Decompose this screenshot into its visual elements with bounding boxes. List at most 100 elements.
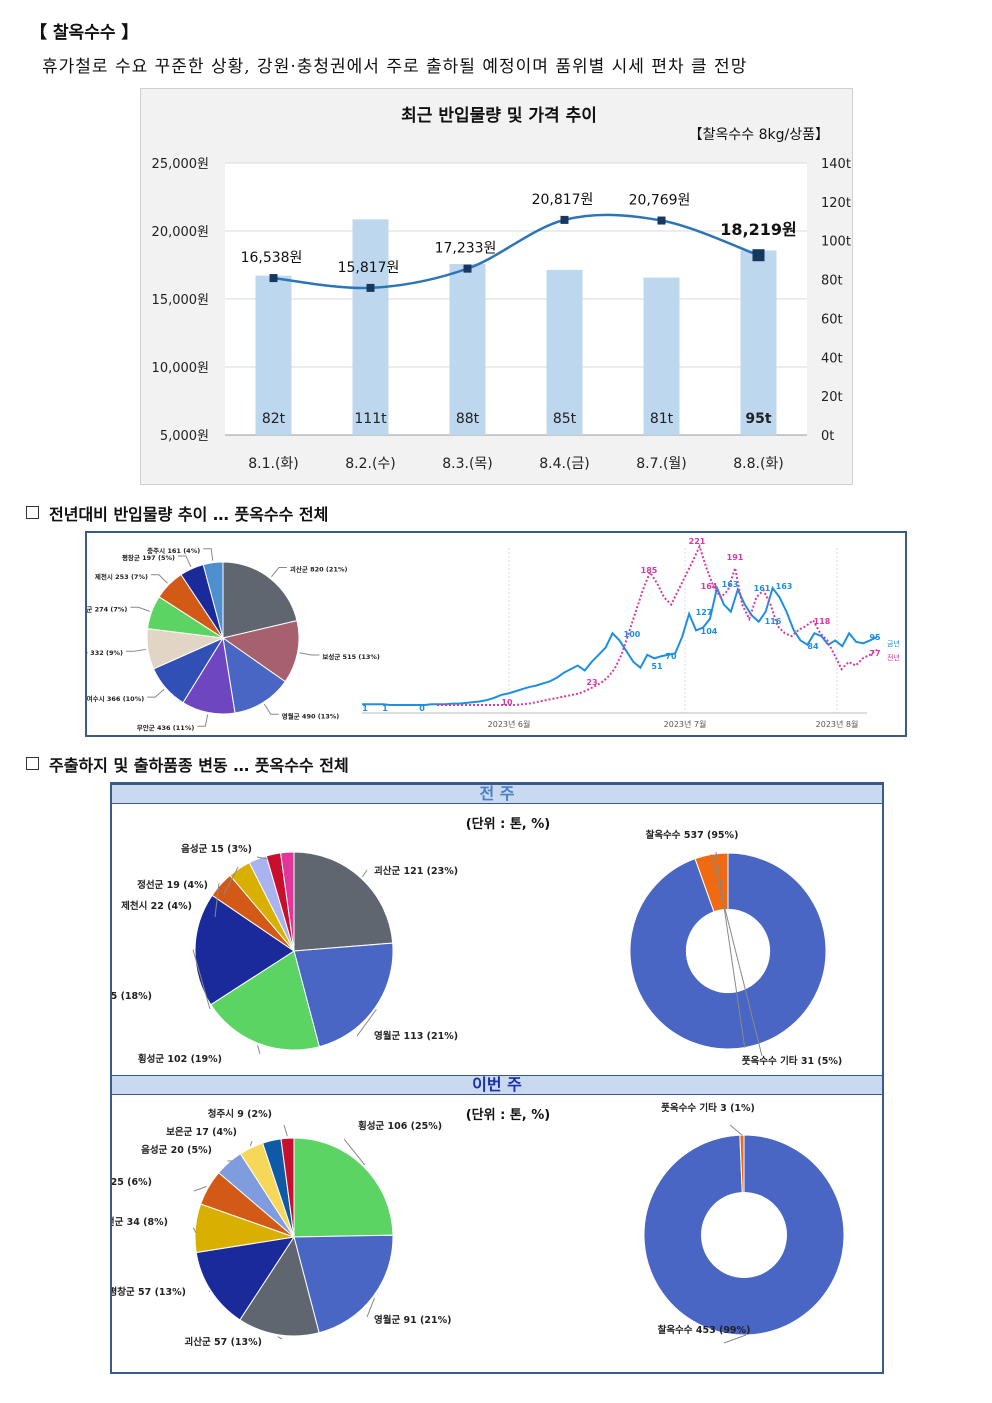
slice-label: 음성군 15 (3%) <box>181 843 252 855</box>
pie-slice <box>293 851 394 952</box>
page-heading: 【 찰옥수수 】 <box>30 23 139 43</box>
x-tick-label: 8.8.(화) <box>733 456 784 472</box>
price-label: 17,233원 <box>435 241 497 257</box>
leader-line <box>715 851 746 1048</box>
y-right-tick-label: 140t <box>821 157 851 172</box>
slice-label: 풋옥수수 기타 31 (5%) <box>742 1055 842 1067</box>
prev-week-band: 전 주 <box>112 784 882 804</box>
leader-line <box>125 648 146 652</box>
volume-bar <box>255 275 292 435</box>
point-label: 70 <box>665 652 677 661</box>
point-label: 127 <box>696 608 713 617</box>
price-marker <box>752 249 765 262</box>
donut-hole <box>701 1192 787 1278</box>
y-right-tick-label: 100t <box>821 235 851 250</box>
point-label: 1 <box>382 704 388 713</box>
series-line-last-year <box>437 543 878 706</box>
leader-line <box>723 1334 747 1344</box>
price-marker <box>560 215 569 224</box>
volume-bar-label: 81t <box>650 411 674 427</box>
yoy-chart-svg: 괴산군 820 (21%) 보성군 515 (13%) 영월군 490 (13%) 무… <box>70 537 900 732</box>
leader-line <box>356 1009 377 1037</box>
price-label: 16,538원 <box>241 250 303 266</box>
y-right-tick-label: 40t <box>821 351 843 366</box>
leader-line <box>366 1297 375 1318</box>
y-left-tick-label: 15,000원 <box>152 293 209 308</box>
slice-label: 청주시 9 (2%) <box>208 1108 272 1120</box>
volume-bar <box>352 219 389 435</box>
point-label: 1 <box>362 704 368 713</box>
prev-week-charts: (단위 : 톤, %) 괴산군 121 (23%) 영월군 113 (21%) 횡성군… <box>112 816 842 1067</box>
slice-label: 음성군 20 (5%) <box>141 1144 212 1156</box>
leader-line <box>208 1290 211 1293</box>
slice-label: 평창군 197 (5%) <box>122 553 175 562</box>
slice-label: 제천시 25 (6%) <box>112 1176 152 1188</box>
this-week-charts: (단위 : 톤, %) 횡성군 106 (25%) 영월군 91 (21%) 괴산군 … <box>112 1102 845 1348</box>
point-label: 95 <box>869 633 881 642</box>
slice-label: 횡성군 274 (7%) <box>87 604 127 613</box>
point-label: 77 <box>869 649 880 658</box>
slice-label: 정선군 34 (8%) <box>112 1216 168 1228</box>
section-shipping-label: 주출하지 및 출하품종 변동 … 풋옥수수 전체 <box>49 756 349 775</box>
x-tick-label: 2023년 8월 <box>816 719 859 729</box>
volume-bar-label: 85t <box>553 411 577 427</box>
legend-this-year: 금년 <box>887 639 900 648</box>
point-label: 164 <box>701 582 718 591</box>
pie-slice <box>195 1236 296 1321</box>
series-line-this-year <box>362 584 878 706</box>
slice-label: 충주시 161 (4%) <box>147 546 200 555</box>
leader-line <box>271 566 287 578</box>
y-left-tick-label: 5,000원 <box>160 429 209 444</box>
slice-label: 찰옥수수 453 (99%) <box>658 1324 751 1336</box>
y-right-tick-label: 120t <box>821 196 851 211</box>
pie-slice <box>293 1234 394 1334</box>
leader-line <box>729 1124 743 1136</box>
price-marker <box>269 274 278 283</box>
x-tick-label: 8.1.(화) <box>248 456 299 472</box>
point-label: 163 <box>776 582 793 591</box>
price-label: 20,817원 <box>532 192 594 208</box>
pie-slice <box>280 851 295 952</box>
section-shipping-title: 주출하지 및 출하품종 변동 … 풋옥수수 전체 <box>26 752 349 776</box>
point-label: 84 <box>807 642 819 651</box>
leader-line <box>223 866 239 895</box>
yoy-panel: 괴산군 820 (21%) 보성군 515 (13%) 영월군 490 (13%) 무… <box>70 531 907 737</box>
volume-bar <box>546 269 583 435</box>
slice-label: 찰옥수수 537 (95%) <box>646 829 739 841</box>
unit-label: (단위 : 톤, %) <box>466 1107 551 1123</box>
slice-label: 풋옥수수 기타 3 (1%) <box>661 1102 755 1114</box>
slice-label: 제천시 253 (7%) <box>95 572 148 581</box>
volume-bar-label: 82t <box>262 411 286 427</box>
y-right-tick-label: 80t <box>821 274 843 289</box>
point-label: 161 <box>754 584 771 593</box>
point-label: 23 <box>586 678 597 687</box>
slice-label: 괴산군 121 (23%) <box>374 865 458 877</box>
leader-line <box>214 883 220 918</box>
slice-label: 영월군 113 (21%) <box>374 1030 458 1042</box>
price-line <box>273 213 759 290</box>
x-tick-label: 8.4.(금) <box>539 456 590 472</box>
point-label: 221 <box>689 537 706 546</box>
x-tick-label: 8.3.(목) <box>442 456 493 472</box>
slice-label: 보성군 515 (13%) <box>322 652 380 661</box>
leader-line <box>277 1336 283 1340</box>
pie-slice <box>293 1137 394 1238</box>
leader-line <box>343 1138 366 1166</box>
leader-line <box>147 688 165 698</box>
y-right-tick-label: 20t <box>821 390 843 405</box>
point-label: 100 <box>624 630 641 639</box>
slice-label: 횡성군 106 (25%) <box>358 1120 442 1132</box>
point-label: 163 <box>722 580 739 589</box>
pie-slice <box>202 561 224 639</box>
y-left-tick-label: 10,000원 <box>152 361 209 376</box>
leader-line <box>193 1186 207 1192</box>
slice-label: 영월군 91 (21%) <box>374 1314 451 1326</box>
unit-label: (단위 : 톤, %) <box>466 816 551 832</box>
slice-label: 괴산군 820 (21%) <box>290 564 348 573</box>
slice-label: 여수시 366 (10%) <box>87 694 144 703</box>
pie-slice <box>222 561 298 639</box>
price-label: 20,769원 <box>629 193 691 209</box>
point-label: 104 <box>701 627 718 636</box>
pie-slice <box>293 942 394 1048</box>
leader-line <box>710 854 763 1057</box>
